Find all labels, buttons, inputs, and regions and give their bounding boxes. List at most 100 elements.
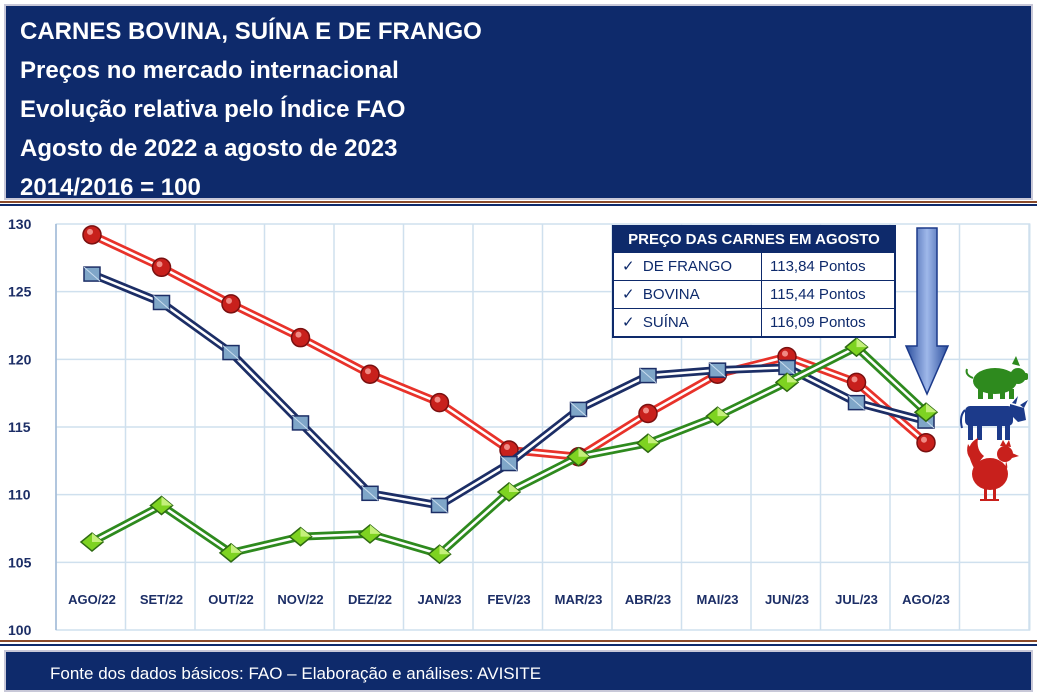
x-tick-label: NOV/22 bbox=[277, 592, 323, 607]
data-point-shine bbox=[365, 368, 371, 375]
title-banner: CARNES BOVINA, SUÍNA E DE FRANGO Preços … bbox=[4, 4, 1033, 201]
source-footer: Fonte dos dados básicos: FAO – Elaboraçã… bbox=[4, 650, 1033, 692]
data-point-shine bbox=[370, 524, 381, 534]
data-point-shine bbox=[504, 444, 510, 451]
data-point-shine bbox=[226, 297, 232, 304]
data-point bbox=[360, 364, 380, 384]
check-icon: ✓ bbox=[622, 258, 635, 275]
data-point-shine bbox=[717, 407, 729, 417]
y-tick-label: 115 bbox=[8, 419, 31, 435]
x-tick-label: ABR/23 bbox=[625, 592, 671, 607]
data-point-shine bbox=[648, 434, 659, 444]
data-point-shine bbox=[361, 485, 379, 501]
data-point-shine bbox=[292, 415, 309, 431]
data-point-shine bbox=[643, 407, 649, 414]
data-point bbox=[638, 403, 658, 424]
data-point-shine bbox=[778, 360, 796, 375]
x-tick-label: FEV/23 bbox=[487, 592, 530, 607]
data-point-shine bbox=[161, 496, 173, 506]
down-arrow-icon bbox=[904, 227, 950, 396]
legend-value-suina: 116,09 Pontos bbox=[770, 314, 866, 331]
data-point-shine bbox=[500, 456, 518, 471]
data-point bbox=[429, 392, 450, 413]
x-tick-label: JUN/23 bbox=[765, 592, 809, 607]
data-point-shine bbox=[787, 373, 798, 383]
y-tick-label: 120 bbox=[8, 351, 32, 367]
y-tick-label: 100 bbox=[8, 622, 32, 638]
y-axis-ticks: 100 105 110 115 120 125 130 bbox=[8, 216, 32, 638]
data-point bbox=[290, 327, 311, 348]
data-point bbox=[221, 294, 241, 314]
data-point-shine bbox=[848, 395, 865, 411]
data-point-shine bbox=[509, 482, 520, 492]
x-axis-ticks: AGO/22 SET/22 OUT/22 NOV/22 DEZ/22 JAN/23 FEV/… bbox=[68, 592, 950, 607]
legend-row-suina: ✓ SUÍNA 116,09 Pontos bbox=[614, 308, 894, 336]
chart-series bbox=[79, 225, 939, 565]
data-point-shine bbox=[570, 402, 587, 417]
rooster-icon bbox=[967, 438, 1019, 501]
x-tick-label: MAI/23 bbox=[697, 592, 739, 607]
y-tick-label: 110 bbox=[8, 487, 31, 503]
data-point-shine bbox=[87, 228, 93, 235]
data-point-shine bbox=[639, 368, 657, 383]
chart-subtitle-4: 2014/2016 = 100 bbox=[20, 174, 201, 201]
chart-subtitle-2: Evolução relativa pelo Índice FAO bbox=[20, 96, 406, 123]
divider-stripe bbox=[0, 201, 1037, 203]
legend-label-suina: SUÍNA bbox=[642, 314, 689, 331]
chart-subtitle-1: Preços no mercado internacional bbox=[20, 57, 399, 84]
data-point-shine bbox=[153, 295, 170, 310]
y-tick-label: 105 bbox=[8, 554, 32, 570]
data-point bbox=[846, 372, 867, 393]
check-icon: ✓ bbox=[622, 314, 635, 331]
data-point-shine bbox=[856, 338, 868, 348]
y-tick-label: 125 bbox=[8, 284, 32, 300]
data-point-shine bbox=[222, 345, 240, 360]
x-tick-label: AGO/22 bbox=[68, 592, 116, 607]
data-point-shine bbox=[92, 533, 103, 543]
data-point bbox=[151, 257, 172, 278]
data-point-shine bbox=[851, 376, 858, 383]
data-point-shine bbox=[231, 543, 242, 553]
x-tick-label: SET/22 bbox=[140, 592, 183, 607]
data-point-shine bbox=[83, 266, 101, 282]
chart-subtitle-3: Agosto de 2022 a agosto de 2023 bbox=[20, 135, 398, 162]
series-suina bbox=[79, 337, 939, 565]
legend-label-frango: DE FRANGO bbox=[642, 258, 733, 275]
divider-stripe bbox=[0, 644, 1037, 646]
data-point-shine bbox=[782, 350, 788, 357]
data-point bbox=[82, 225, 102, 245]
x-tick-label: AGO/23 bbox=[902, 592, 950, 607]
cow-icon bbox=[960, 396, 1028, 440]
x-tick-label: JUL/23 bbox=[835, 592, 878, 607]
x-tick-label: MAR/23 bbox=[555, 592, 603, 607]
data-point-shine bbox=[156, 261, 163, 268]
series-frango bbox=[82, 225, 936, 467]
divider-stripe bbox=[0, 640, 1037, 642]
legend-row-bovina: ✓ BOVINA 115,44 Pontos bbox=[614, 280, 894, 308]
legend-value-frango: 113,84 Pontos bbox=[770, 258, 866, 275]
data-point-shine bbox=[431, 498, 448, 513]
legend-value-bovina: 115,44 Pontos bbox=[770, 286, 866, 303]
data-point-shine bbox=[926, 403, 937, 413]
data-point-shine bbox=[295, 331, 302, 338]
data-point-shine bbox=[578, 447, 590, 457]
data-point-shine bbox=[921, 436, 927, 443]
august-price-legend: PREÇO DAS CARNES EM AGOSTO ✓ DE FRANGO 1… bbox=[612, 225, 896, 338]
source-text: Fonte dos dados básicos: FAO – Elaboraçã… bbox=[50, 664, 542, 683]
legend-row-frango: ✓ DE FRANGO 113,84 Pontos bbox=[614, 252, 894, 280]
x-tick-label: JAN/23 bbox=[417, 592, 461, 607]
divider-stripe bbox=[0, 204, 1037, 206]
x-tick-label: OUT/22 bbox=[208, 592, 254, 607]
data-point-shine bbox=[709, 362, 726, 378]
check-icon: ✓ bbox=[622, 286, 635, 303]
data-point-shine bbox=[300, 527, 312, 537]
data-point-shine bbox=[439, 545, 451, 555]
series-bovina bbox=[83, 266, 935, 514]
legend-label-bovina: BOVINA bbox=[642, 286, 700, 303]
y-tick-label: 130 bbox=[8, 216, 32, 232]
data-point bbox=[916, 432, 936, 453]
pig-icon bbox=[965, 356, 1028, 399]
data-point-shine bbox=[434, 396, 441, 403]
x-tick-label: DEZ/22 bbox=[348, 592, 392, 607]
legend-title: PREÇO DAS CARNES EM AGOSTO bbox=[614, 227, 894, 252]
